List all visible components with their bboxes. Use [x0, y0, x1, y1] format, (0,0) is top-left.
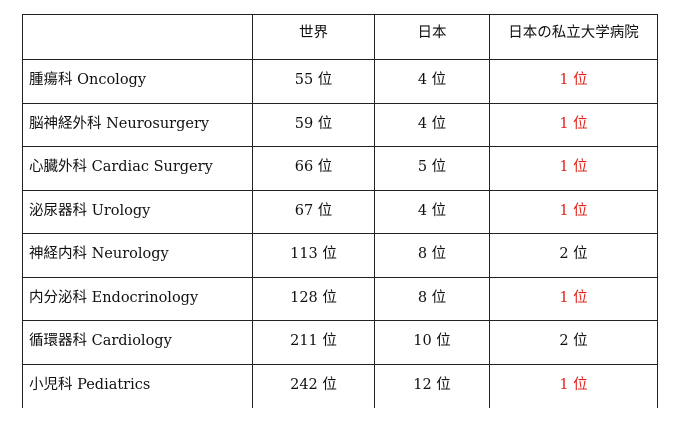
- world-rank-cell: 67 位: [252, 189, 375, 234]
- header-private-university: 日本の私立大学病院: [489, 14, 658, 60]
- japan-rank-cell: 4 位: [374, 189, 490, 234]
- private-rank-cell: 2 位: [489, 320, 658, 365]
- world-rank-cell: 59 位: [252, 102, 375, 147]
- private-rank-cell: 1 位: [489, 59, 658, 104]
- header-world: 世界: [252, 14, 375, 60]
- world-rank-cell: 211 位: [252, 320, 375, 365]
- private-rank-cell: 1 位: [489, 363, 658, 408]
- japan-rank-cell: 10 位: [374, 320, 490, 365]
- header-department: [22, 14, 253, 60]
- japan-rank-cell: 8 位: [374, 233, 490, 278]
- department-cell: 内分泌科 Endocrinology: [22, 276, 253, 321]
- japan-rank-cell: 4 位: [374, 102, 490, 147]
- world-rank-cell: 242 位: [252, 363, 375, 408]
- department-cell: 循環器科 Cardiology: [22, 320, 253, 365]
- department-cell: 神経内科 Neurology: [22, 233, 253, 278]
- japan-rank-cell: 8 位: [374, 276, 490, 321]
- department-cell: 脳神経外科 Neurosurgery: [22, 102, 253, 147]
- japan-rank-cell: 12 位: [374, 363, 490, 408]
- world-rank-cell: 113 位: [252, 233, 375, 278]
- department-cell: 腫瘍科 Oncology: [22, 59, 253, 104]
- department-cell: 泌尿器科 Urology: [22, 189, 253, 234]
- private-rank-cell: 1 位: [489, 276, 658, 321]
- private-rank-cell: 1 位: [489, 189, 658, 234]
- japan-rank-cell: 4 位: [374, 59, 490, 104]
- japan-rank-cell: 5 位: [374, 146, 490, 191]
- world-rank-cell: 128 位: [252, 276, 375, 321]
- private-rank-cell: 1 位: [489, 102, 658, 147]
- world-rank-cell: 55 位: [252, 59, 375, 104]
- department-cell: 心臓外科 Cardiac Surgery: [22, 146, 253, 191]
- table-header-row: 世界 日本 日本の私立大学病院: [22, 14, 658, 60]
- private-rank-cell: 1 位: [489, 146, 658, 191]
- header-japan: 日本: [374, 14, 490, 60]
- world-rank-cell: 66 位: [252, 146, 375, 191]
- department-cell: 小児科 Pediatrics: [22, 363, 253, 408]
- private-rank-cell: 2 位: [489, 233, 658, 278]
